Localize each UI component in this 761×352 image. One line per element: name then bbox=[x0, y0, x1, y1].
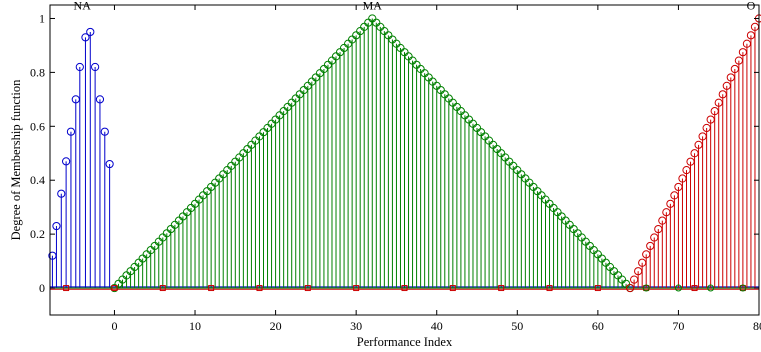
x-tick-label: 80 bbox=[753, 319, 761, 333]
stem-marker bbox=[95, 95, 105, 104]
baseline-marker bbox=[208, 285, 215, 292]
x-tick-label: 0 bbox=[111, 319, 117, 333]
x-tick-label: 10 bbox=[189, 319, 201, 333]
series-1 bbox=[50, 14, 759, 293]
y-tick-label: 0.4 bbox=[30, 173, 45, 187]
series-2 bbox=[50, 14, 761, 293]
baseline-marker bbox=[159, 285, 166, 292]
x-tick-label: 40 bbox=[431, 319, 443, 333]
axes-group: 0 10 20 30 40 50 60 70 80 0 0.2 0.4 0.6 0.8 1 bbox=[30, 5, 761, 333]
baseline-marker bbox=[546, 285, 553, 292]
y-tick-label: 0.8 bbox=[30, 65, 45, 79]
baseline-marker bbox=[707, 284, 715, 292]
y-axis-title: Degree of Membership function bbox=[9, 79, 23, 240]
baseline-marker bbox=[401, 285, 408, 292]
stem-marker bbox=[105, 159, 114, 169]
baseline-marker bbox=[691, 285, 698, 292]
plot-frame bbox=[49, 4, 760, 316]
stem-marker bbox=[86, 27, 95, 37]
baseline-marker bbox=[642, 284, 650, 292]
baseline-marker bbox=[739, 284, 747, 292]
x-tick-label: 20 bbox=[270, 319, 282, 333]
y-tick-label: 0 bbox=[39, 281, 45, 295]
y-tick-label: 1 bbox=[39, 11, 45, 25]
stem-marker bbox=[81, 33, 90, 42]
baseline-marker bbox=[449, 285, 456, 292]
stem-series-group bbox=[48, 14, 761, 293]
series-label: O bbox=[747, 0, 756, 12]
y-tick-label: 0.6 bbox=[30, 119, 45, 133]
y-tick-label: 0.2 bbox=[30, 227, 45, 241]
x-axis-title: Performance Index bbox=[357, 335, 453, 349]
stem-marker bbox=[57, 189, 66, 198]
series-0 bbox=[48, 27, 759, 289]
x-tick-label: 50 bbox=[511, 319, 523, 333]
baseline-marker bbox=[594, 285, 601, 292]
baseline-marker bbox=[111, 285, 118, 292]
baseline-marker bbox=[498, 285, 505, 292]
baseline-marker bbox=[304, 285, 311, 292]
baseline-markers bbox=[63, 284, 747, 292]
x-tick-label: 30 bbox=[350, 319, 362, 333]
x-tick-label: 60 bbox=[592, 319, 604, 333]
baseline-marker bbox=[353, 285, 360, 292]
stem-marker bbox=[100, 127, 109, 136]
annotation-group: NA MA O bbox=[74, 0, 756, 12]
stem-marker bbox=[75, 62, 84, 72]
baseline-marker bbox=[674, 284, 682, 292]
stem-marker bbox=[91, 62, 100, 72]
stem-marker bbox=[66, 127, 76, 136]
series-label: NA bbox=[74, 0, 92, 12]
baseline-marker bbox=[63, 285, 70, 292]
stem-marker bbox=[52, 221, 61, 231]
baseline-marker bbox=[256, 285, 263, 292]
x-tick-label: 70 bbox=[672, 319, 684, 333]
series-label: MA bbox=[363, 0, 383, 12]
stem-marker bbox=[62, 157, 71, 166]
